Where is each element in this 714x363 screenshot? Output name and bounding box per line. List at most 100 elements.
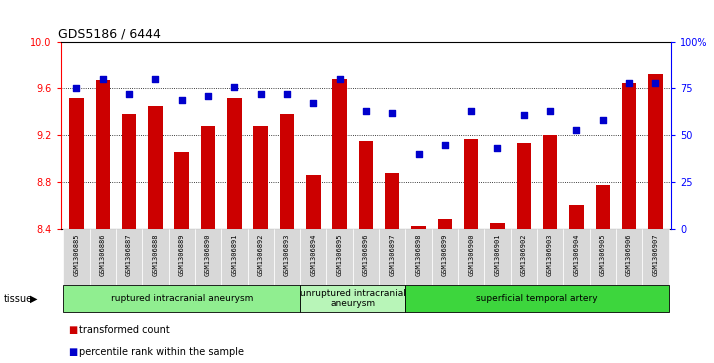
Text: GSM1306894: GSM1306894: [311, 233, 316, 276]
Point: [228, 84, 240, 90]
Bar: [116, 229, 142, 285]
Text: GSM1306885: GSM1306885: [74, 233, 79, 276]
Bar: [491, 223, 505, 229]
Bar: [280, 114, 294, 229]
Bar: [69, 98, 84, 229]
Bar: [174, 152, 189, 229]
Point: [518, 112, 530, 118]
Bar: [64, 229, 90, 285]
Text: GSM1306901: GSM1306901: [495, 233, 501, 276]
Bar: [438, 219, 452, 229]
Bar: [464, 139, 478, 229]
Text: GSM1306897: GSM1306897: [389, 233, 396, 276]
Text: GSM1306895: GSM1306895: [336, 233, 343, 276]
Bar: [195, 229, 221, 285]
Bar: [333, 79, 347, 229]
Bar: [590, 229, 616, 285]
Bar: [96, 80, 110, 229]
Text: GSM1306899: GSM1306899: [442, 233, 448, 276]
Text: superficial temporal artery: superficial temporal artery: [476, 294, 598, 303]
Bar: [300, 229, 326, 285]
Text: GSM1306904: GSM1306904: [573, 233, 580, 276]
Bar: [406, 285, 668, 313]
Bar: [353, 229, 379, 285]
Bar: [516, 143, 531, 229]
Point: [150, 76, 161, 82]
Point: [308, 101, 319, 106]
Text: GSM1306907: GSM1306907: [653, 233, 658, 276]
Bar: [300, 285, 406, 313]
Bar: [458, 229, 484, 285]
Bar: [537, 229, 563, 285]
Point: [255, 91, 266, 97]
Bar: [64, 285, 300, 313]
Bar: [201, 126, 216, 229]
Text: transformed count: transformed count: [79, 325, 169, 335]
Text: GSM1306898: GSM1306898: [416, 233, 421, 276]
Bar: [511, 229, 537, 285]
Text: percentile rank within the sample: percentile rank within the sample: [79, 347, 243, 357]
Bar: [122, 114, 136, 229]
Text: unruptured intracranial
aneurysm: unruptured intracranial aneurysm: [300, 289, 406, 308]
Bar: [406, 229, 432, 285]
Bar: [358, 141, 373, 229]
Point: [544, 108, 555, 114]
Point: [97, 76, 109, 82]
Text: GDS5186 / 6444: GDS5186 / 6444: [58, 28, 161, 41]
Bar: [622, 83, 636, 229]
Bar: [432, 229, 458, 285]
Point: [176, 97, 188, 103]
Point: [360, 108, 371, 114]
Bar: [253, 126, 268, 229]
Bar: [616, 229, 642, 285]
Bar: [642, 229, 668, 285]
Bar: [385, 172, 399, 229]
Bar: [326, 229, 353, 285]
Bar: [379, 229, 406, 285]
Bar: [90, 229, 116, 285]
Bar: [221, 229, 248, 285]
Point: [492, 146, 503, 151]
Point: [597, 117, 608, 123]
Text: GSM1306893: GSM1306893: [284, 233, 290, 276]
Bar: [169, 229, 195, 285]
Point: [124, 91, 135, 97]
Text: GSM1306892: GSM1306892: [258, 233, 263, 276]
Point: [623, 80, 635, 86]
Point: [650, 80, 661, 86]
Text: GSM1306889: GSM1306889: [178, 233, 185, 276]
Bar: [569, 205, 583, 229]
Bar: [648, 74, 663, 229]
Bar: [411, 227, 426, 229]
Bar: [149, 106, 163, 229]
Text: GSM1306886: GSM1306886: [100, 233, 106, 276]
Text: GSM1306896: GSM1306896: [363, 233, 369, 276]
Text: ■: ■: [68, 347, 77, 357]
Bar: [595, 185, 610, 229]
Bar: [543, 135, 558, 229]
Point: [71, 86, 82, 91]
Text: GSM1306890: GSM1306890: [205, 233, 211, 276]
Point: [281, 91, 293, 97]
Bar: [484, 229, 511, 285]
Point: [413, 151, 424, 157]
Point: [202, 93, 213, 99]
Bar: [563, 229, 590, 285]
Text: GSM1306887: GSM1306887: [126, 233, 132, 276]
Bar: [274, 229, 300, 285]
Bar: [227, 98, 241, 229]
Point: [570, 127, 582, 132]
Text: ■: ■: [68, 325, 77, 335]
Bar: [306, 175, 321, 229]
Text: ▶: ▶: [30, 294, 38, 304]
Point: [334, 76, 346, 82]
Text: GSM1306888: GSM1306888: [152, 233, 159, 276]
Text: GSM1306900: GSM1306900: [468, 233, 474, 276]
Text: GSM1306906: GSM1306906: [626, 233, 632, 276]
Bar: [142, 229, 169, 285]
Text: ruptured intracranial aneurysm: ruptured intracranial aneurysm: [111, 294, 253, 303]
Text: GSM1306905: GSM1306905: [600, 233, 605, 276]
Point: [386, 110, 398, 116]
Text: GSM1306903: GSM1306903: [547, 233, 553, 276]
Text: GSM1306902: GSM1306902: [521, 233, 527, 276]
